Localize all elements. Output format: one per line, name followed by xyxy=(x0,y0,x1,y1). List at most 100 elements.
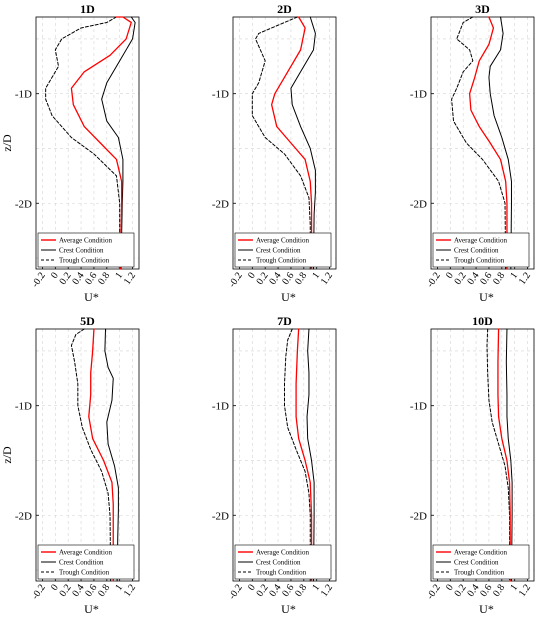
legend: Average Condition Crest Condition Trough C… xyxy=(234,232,332,268)
series-line-trough-condition xyxy=(70,328,112,582)
y-axis-label: z/D xyxy=(0,446,14,464)
x-tick-label: 1 xyxy=(113,582,125,592)
x-tick-label: 1 xyxy=(113,270,125,280)
x-tick-label: 0.8 xyxy=(293,582,309,599)
series-line-trough-condition xyxy=(45,16,121,270)
x-tick-label: 0 xyxy=(444,582,456,592)
legend-label: Average Condition xyxy=(454,237,507,245)
x-tick-label: 0.8 xyxy=(293,270,309,287)
y-tick-label: -2D xyxy=(212,198,229,210)
x-axis-label: U* xyxy=(84,290,99,304)
x-tick-label: -0.2 xyxy=(30,270,48,289)
x-tick-label: 0.8 xyxy=(96,582,112,599)
x-tick-label: 1.2 xyxy=(122,582,138,599)
y-tick-label: -2D xyxy=(410,198,427,210)
legend-label: Crest Condition xyxy=(454,559,499,567)
series-line-trough-condition xyxy=(284,328,311,582)
axes-frame xyxy=(430,328,535,582)
x-axis-label: U* xyxy=(479,290,494,304)
panel-title: 7D xyxy=(277,314,292,328)
y-axis-label: z/D xyxy=(0,134,14,152)
axes-frame xyxy=(35,16,140,270)
x-axis-label: U* xyxy=(479,602,494,616)
x-tick-label: 0.8 xyxy=(491,270,507,287)
x-tick-label: 1.2 xyxy=(319,270,335,287)
axes-frame xyxy=(430,16,535,270)
x-tick-label: 0 xyxy=(49,582,61,592)
x-tick-label: 1.2 xyxy=(319,582,335,599)
legend-label: Trough Condition xyxy=(256,257,307,265)
plot-area xyxy=(431,329,534,581)
legend-label: Average Condition xyxy=(454,549,507,557)
panel-title: 2D xyxy=(277,2,292,16)
legend: Average Condition Crest Condition Trough C… xyxy=(37,232,135,268)
x-tick-label: 1.2 xyxy=(517,582,533,599)
series-line-average-condition xyxy=(295,328,313,582)
legend-label: Crest Condition xyxy=(256,559,301,567)
x-tick-label: 1.2 xyxy=(122,270,138,287)
series-line-average-condition xyxy=(468,16,508,270)
legend-label: Trough Condition xyxy=(59,257,110,265)
series-line-crest-condition xyxy=(505,328,513,582)
legend-label: Average Condition xyxy=(256,237,309,245)
series-line-crest-condition xyxy=(104,328,119,582)
x-tick-label: 0 xyxy=(444,270,456,280)
plot-area xyxy=(233,329,336,581)
series-line-crest-condition xyxy=(488,16,512,270)
x-tick-label: -0.2 xyxy=(227,270,245,289)
plot-area xyxy=(431,17,534,269)
y-tick-label: -2D xyxy=(15,510,32,522)
x-axis-label: U* xyxy=(84,602,99,616)
axes-frame xyxy=(232,16,337,270)
x-tick-label: 1.2 xyxy=(517,270,533,287)
panel-title: 10D xyxy=(472,314,493,328)
panel-title: 1D xyxy=(80,2,95,16)
y-tick-label: -1D xyxy=(410,89,427,101)
legend-label: Crest Condition xyxy=(59,247,104,255)
x-tick-label: 1 xyxy=(310,582,322,592)
y-tick-label: -1D xyxy=(15,89,32,101)
y-tick-label: -2D xyxy=(410,510,427,522)
legend: Average Condition Crest Condition Trough C… xyxy=(37,544,135,580)
y-tick-label: -2D xyxy=(15,198,32,210)
panel-10D: 10D-1D-2D-0.2 00.20.40.60.8 11.2U*Average … xyxy=(410,314,535,616)
legend-label: Crest Condition xyxy=(59,559,104,567)
x-tick-label: 0.8 xyxy=(491,582,507,599)
series-line-trough-condition xyxy=(251,16,311,270)
legend-label: Average Condition xyxy=(59,237,112,245)
legend-label: Trough Condition xyxy=(454,569,505,577)
x-tick-label: 1 xyxy=(508,270,520,280)
panel-5D: 5D-1D-2D-0.2 00.20.40.60.8 11.2U*z/DAverag… xyxy=(0,314,140,616)
y-tick-label: -1D xyxy=(15,401,32,413)
legend-label: Trough Condition xyxy=(454,257,505,265)
x-tick-label: -0.2 xyxy=(425,582,443,601)
x-tick-label: -0.2 xyxy=(227,582,245,601)
series-line-average-condition xyxy=(497,328,511,582)
x-tick-label: 0 xyxy=(246,270,258,280)
x-tick-label: 0 xyxy=(246,582,258,592)
y-tick-label: -1D xyxy=(410,401,427,413)
plot-area xyxy=(36,329,139,581)
series-line-average-condition xyxy=(70,16,132,270)
y-tick-label: -1D xyxy=(212,401,229,413)
x-tick-label: 0.8 xyxy=(96,270,112,287)
legend-label: Average Condition xyxy=(256,549,309,557)
legend: Average Condition Crest Condition Trough C… xyxy=(432,232,530,268)
panel-title: 5D xyxy=(80,314,95,328)
x-tick-label: 1 xyxy=(508,582,520,592)
x-tick-label: 1 xyxy=(310,270,322,280)
legend-label: Crest Condition xyxy=(454,247,499,255)
legend: Average Condition Crest Condition Trough C… xyxy=(234,544,332,580)
plot-area xyxy=(233,17,336,269)
legend-label: Trough Condition xyxy=(256,569,307,577)
series-line-trough-condition xyxy=(451,16,507,270)
panel-1D: 1D-1D-2D-0.2 00.20.40.60.8 11.2U*z/DAverag… xyxy=(0,2,140,304)
legend-box xyxy=(234,544,332,580)
series-line-average-condition xyxy=(270,16,313,270)
panel-3D: 3D-1D-2D-0.2 00.20.40.60.8 11.2U*Average C… xyxy=(410,2,535,304)
legend-label: Average Condition xyxy=(59,549,112,557)
y-tick-label: -1D xyxy=(212,89,229,101)
panel-title: 3D xyxy=(475,2,490,16)
